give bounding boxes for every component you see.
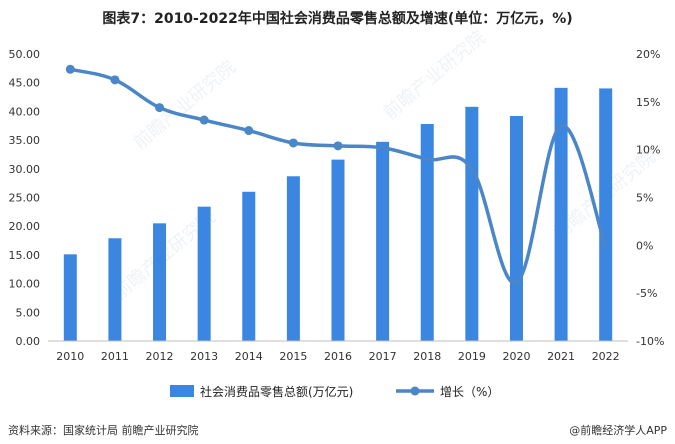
x-tick-label: 2017	[369, 350, 397, 363]
x-tick-label: 2019	[458, 350, 486, 363]
bar-series	[63, 87, 613, 341]
growth-point	[333, 141, 343, 151]
y-left-tick-label: 0.00	[16, 335, 41, 348]
bar	[465, 106, 479, 341]
x-tick-label: 2022	[592, 350, 620, 363]
x-tick-label: 2021	[547, 350, 575, 363]
x-tick-label: 2010	[56, 350, 84, 363]
brand-note: @前瞻经济学人APP	[569, 424, 667, 437]
growth-point	[155, 103, 165, 113]
line-series	[65, 64, 608, 285]
x-tick-label: 2018	[413, 350, 441, 363]
y-left-tick-label: 20.00	[9, 220, 41, 233]
y-right-tick-label: -10%	[636, 335, 664, 348]
y-right-tick-label: 5%	[636, 192, 653, 205]
growth-line	[68, 67, 608, 285]
x-tick-label: 2016	[324, 350, 352, 363]
x-tick-label: 2020	[502, 350, 530, 363]
x-tick-label: 2014	[235, 350, 263, 363]
y-right-tick-label: 10%	[636, 144, 660, 157]
y-left-tick-label: 40.00	[9, 105, 41, 118]
y-left-tick-label: 30.00	[9, 163, 41, 176]
y-left-tick-label: 45.00	[9, 77, 41, 90]
growth-point	[199, 115, 209, 125]
growth-point	[244, 126, 254, 136]
bar	[599, 88, 613, 341]
bar	[376, 141, 390, 341]
legend: 社会消费品零售总额(万亿元) 增长（%）	[170, 384, 499, 399]
y-right-tick-label: 0%	[636, 239, 653, 252]
x-tick-label: 2011	[101, 350, 129, 363]
y-right-tick-label: -5%	[636, 287, 657, 300]
legend-bar-swatch	[170, 385, 194, 397]
y-left-tick-label: 5.00	[16, 306, 41, 319]
bar	[554, 87, 568, 341]
bar	[242, 191, 256, 341]
x-tick-label: 2013	[190, 350, 218, 363]
growth-point	[110, 75, 120, 85]
axes-layer: 0.00 5.00 10.00 15.00 20.00 25.00 30.00 35.00 40…	[9, 48, 665, 363]
legend-bar-label: 社会消费品零售总额(万亿元)	[200, 384, 353, 399]
source-note: 资料来源：国家统计局 前瞻产业研究院	[8, 424, 199, 437]
y-left-tick-label: 50.00	[9, 48, 41, 61]
legend-line-label: 增长（%）	[440, 385, 499, 399]
y-right-tick-label: 20%	[636, 48, 660, 61]
watermark-text: 前瞻产业研究院	[130, 57, 240, 154]
growth-point	[288, 138, 298, 148]
bar	[331, 159, 345, 341]
bar	[286, 176, 300, 341]
bar	[509, 115, 523, 341]
x-tick-label: 2012	[146, 350, 174, 363]
y-right-tick-label: 15%	[636, 96, 660, 109]
bar	[420, 124, 434, 341]
bar	[108, 238, 122, 341]
chart-title: 图表7：2010-2022年中国社会消费品零售总额及增速(单位：万亿元，%)	[102, 11, 573, 27]
y-left-tick-label: 25.00	[9, 192, 41, 205]
growth-point	[65, 64, 75, 74]
y-left-tick-label: 15.00	[9, 249, 41, 262]
y-left-tick-label: 10.00	[9, 278, 41, 291]
x-tick-label: 2015	[279, 350, 307, 363]
y-left-tick-label: 35.00	[9, 134, 41, 147]
bar	[63, 254, 77, 341]
bar	[153, 223, 167, 341]
legend-line-marker	[410, 386, 420, 396]
bar	[197, 206, 211, 341]
